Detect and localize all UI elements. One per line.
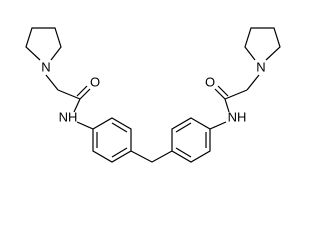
bond [224,98,230,113]
bond [214,88,226,100]
bond [73,98,81,113]
bridge [130,150,173,163]
bond [246,74,260,91]
atom-label: N [41,59,50,74]
bond [209,121,227,130]
right-ring [244,27,281,61]
bond [111,147,128,158]
bond [175,122,192,133]
atom-label: O [90,74,100,89]
bond [224,89,248,100]
bond [217,85,229,97]
bonds [25,27,281,163]
page: N O NH NH O N (() => { const data = JSON… [25,27,281,163]
atom-label: NH [59,109,78,124]
left-ring [25,27,62,61]
molecule: N O NH NH O N [25,27,281,163]
atom-label: N [256,59,265,74]
right-benzene [171,117,211,163]
bond [57,89,81,100]
atom-label: NH [228,109,247,124]
left-benzene [92,117,132,163]
bond [79,88,91,100]
bond [76,121,94,130]
bond [111,122,128,133]
atom-label: O [205,74,215,89]
bond [45,74,59,91]
bond [76,85,88,97]
bond [175,147,192,158]
